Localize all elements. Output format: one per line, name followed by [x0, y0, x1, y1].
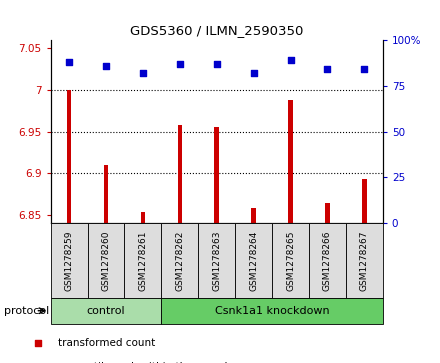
Bar [288, 100, 293, 223]
Point [66, 59, 73, 65]
Point [176, 61, 183, 67]
Point [139, 70, 147, 76]
Text: GSM1278266: GSM1278266 [323, 230, 332, 291]
FancyBboxPatch shape [125, 223, 161, 298]
Title: GDS5360 / ILMN_2590350: GDS5360 / ILMN_2590350 [130, 24, 304, 37]
Text: percentile rank within the sample: percentile rank within the sample [59, 362, 235, 363]
Bar [325, 203, 330, 223]
Text: GSM1278267: GSM1278267 [360, 230, 369, 291]
Point [287, 57, 294, 63]
Point [361, 66, 368, 72]
Bar [214, 127, 219, 223]
Bar [141, 212, 145, 223]
Bar [362, 179, 367, 223]
Text: GSM1278262: GSM1278262 [175, 230, 184, 291]
Bar [104, 165, 108, 223]
Point [368, 65, 375, 71]
FancyBboxPatch shape [198, 223, 235, 298]
FancyBboxPatch shape [88, 223, 125, 298]
FancyBboxPatch shape [346, 223, 383, 298]
Text: transformed count: transformed count [59, 338, 156, 348]
Bar [251, 208, 256, 223]
Text: Csnk1a1 knockdown: Csnk1a1 knockdown [215, 306, 330, 316]
FancyBboxPatch shape [309, 223, 346, 298]
Text: GSM1278263: GSM1278263 [212, 230, 221, 291]
Point [368, 279, 375, 285]
FancyBboxPatch shape [51, 223, 88, 298]
Text: GSM1278260: GSM1278260 [102, 230, 110, 291]
Text: control: control [87, 306, 125, 316]
Point [213, 61, 220, 67]
Point [103, 63, 110, 69]
FancyBboxPatch shape [272, 223, 309, 298]
FancyBboxPatch shape [51, 298, 161, 324]
FancyBboxPatch shape [161, 298, 383, 324]
Text: GSM1278264: GSM1278264 [249, 230, 258, 291]
Bar [67, 90, 71, 223]
Text: protocol: protocol [4, 306, 50, 316]
FancyBboxPatch shape [161, 223, 198, 298]
Text: GSM1278265: GSM1278265 [286, 230, 295, 291]
Text: GSM1278261: GSM1278261 [138, 230, 147, 291]
Text: GSM1278259: GSM1278259 [65, 230, 73, 291]
Bar [178, 125, 182, 223]
Point [324, 66, 331, 72]
FancyBboxPatch shape [235, 223, 272, 298]
Point [250, 70, 257, 76]
